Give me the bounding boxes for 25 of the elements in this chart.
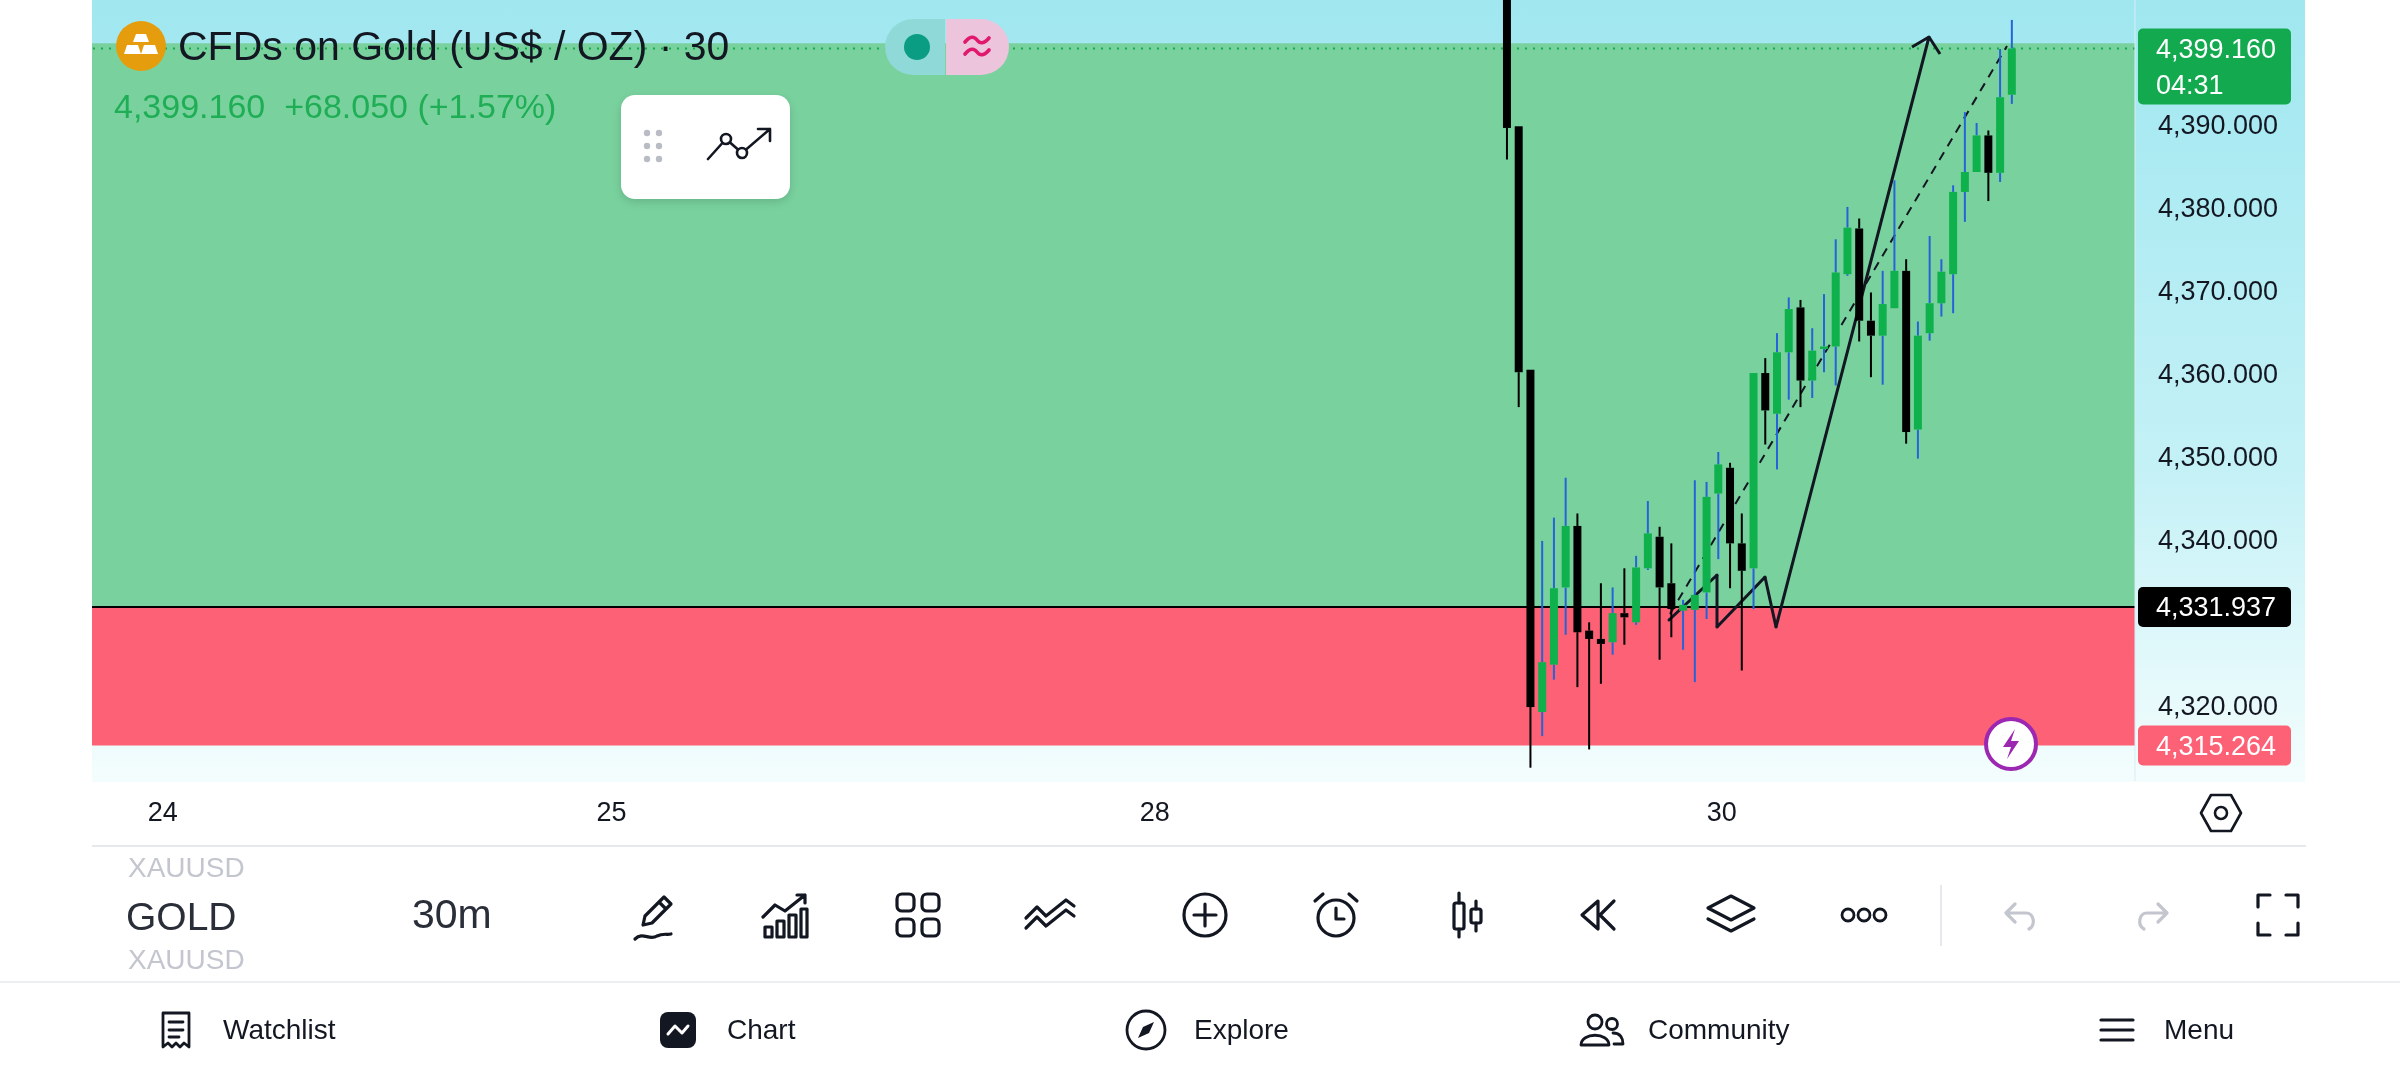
text: 30m (412, 890, 492, 938)
text: CFDs on Gold (US$ / OZ) · 30 (178, 22, 730, 71)
y-tick-label: 4,390.000 (2158, 109, 2279, 140)
x-tick-label: 25 (596, 797, 627, 827)
text: XAUUSD (128, 852, 245, 884)
text: XAUUSD (128, 944, 245, 976)
text: Community (1648, 1013, 1790, 1047)
text: Chart (727, 1013, 796, 1047)
x-tick-label: 24 (147, 797, 178, 827)
ref-line-label: 4,331.937 (2156, 592, 2277, 623)
text: GOLD (126, 894, 237, 940)
y-tick-label: 4,370.000 (2158, 275, 2279, 306)
y-tick-label: 4,340.000 (2158, 525, 2279, 556)
y-tick-label: 4,350.000 (2158, 441, 2279, 472)
text: 4,399.160 +68.050 (+1.57%) (114, 86, 557, 127)
ref-line-label: 4,399.160 04:31 (2156, 33, 2277, 100)
band-label: 4,315.264 (2156, 730, 2277, 761)
y-tick-label: 4,320.000 (2158, 691, 2279, 722)
y-tick-label: 4,360.000 (2158, 358, 2279, 389)
text: Menu (2164, 1013, 2235, 1047)
text: Explore (1194, 1013, 1289, 1047)
x-tick-label: 30 (1706, 797, 1737, 827)
y-tick-label: 4,380.000 (2158, 192, 2279, 223)
text: Watchlist (223, 1013, 336, 1047)
x-tick-label: 28 (1139, 797, 1170, 827)
